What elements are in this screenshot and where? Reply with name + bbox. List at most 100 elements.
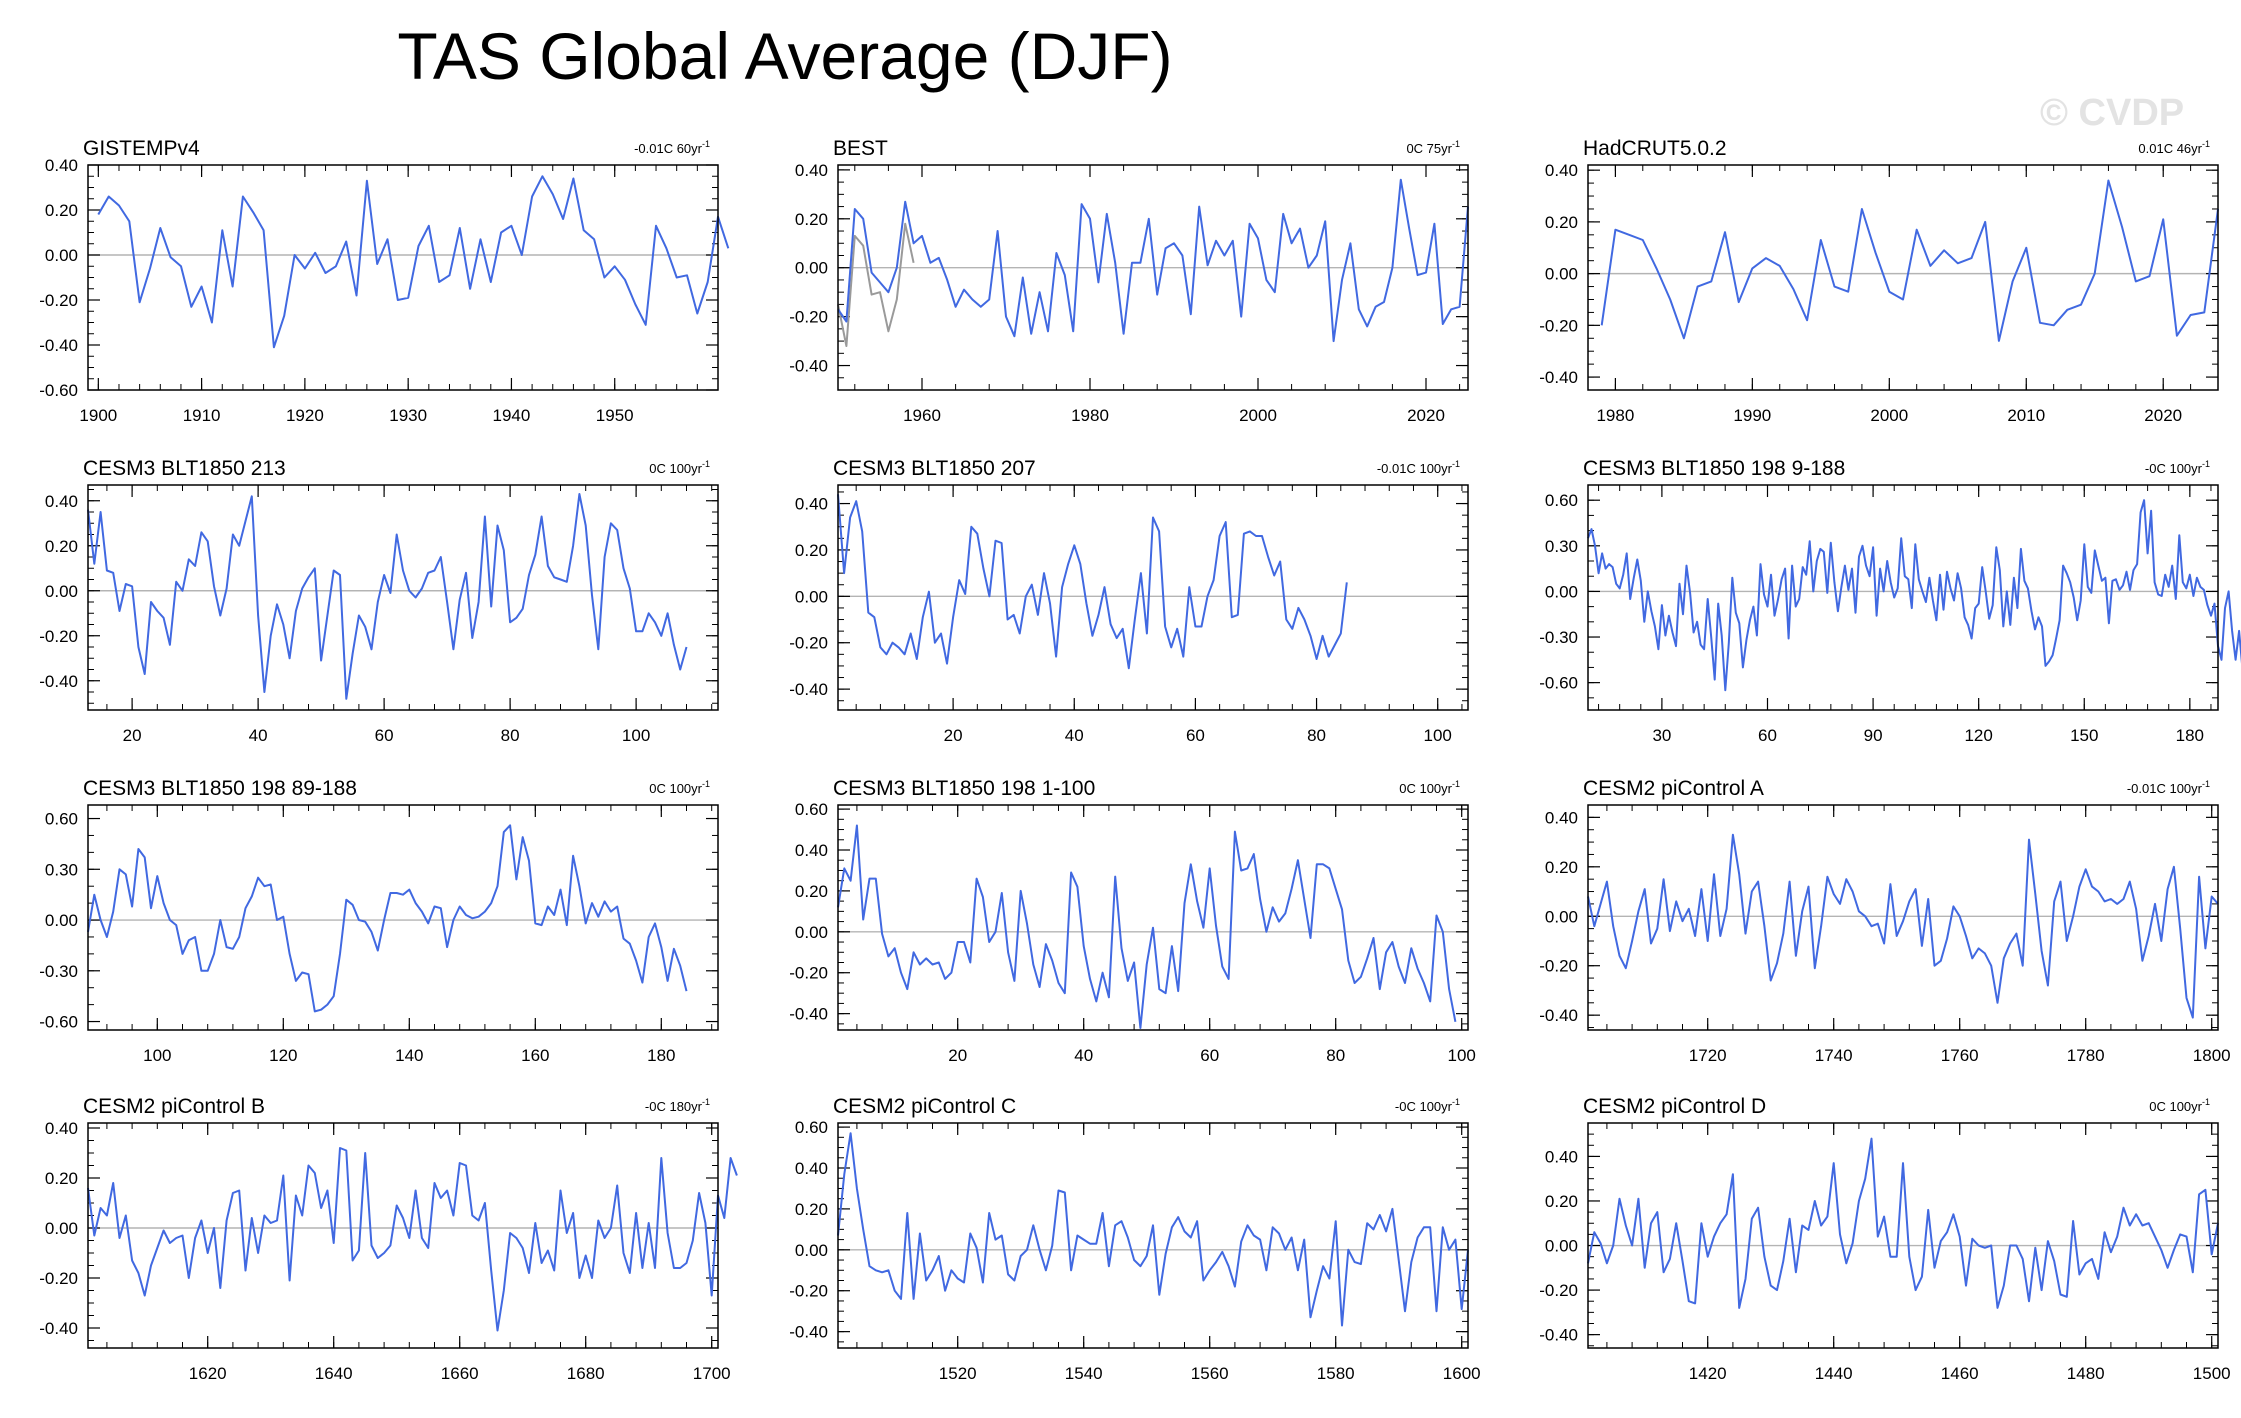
- trend-label: -0C 100yr-1: [2145, 459, 2210, 476]
- y-tick-label: 0.20: [45, 1169, 78, 1188]
- y-tick-label: -0.40: [789, 1005, 828, 1024]
- x-tick-label: 60: [375, 726, 394, 745]
- x-tick-label: 1640: [315, 1364, 353, 1383]
- y-tick-label: 0.30: [1545, 537, 1578, 556]
- x-tick-label: 180: [647, 1046, 675, 1065]
- panel-10: CESM2 piControl B -0C 180yr-1 -0.40 -0.20 0.…: [39, 1095, 738, 1383]
- y-tick-label: 0.20: [1545, 213, 1578, 232]
- y-tick-label: 0.00: [795, 1241, 828, 1260]
- secondary-series-line: [837, 222, 915, 347]
- x-tick-label: 40: [249, 726, 268, 745]
- x-tick-label: 1800: [2193, 1046, 2231, 1065]
- x-tick-label: 1720: [1689, 1046, 1727, 1065]
- x-tick-label: 80: [501, 726, 520, 745]
- trend-value: -0.01C 100yr: [2127, 781, 2203, 796]
- y-tick-label: 0.40: [1545, 161, 1578, 180]
- y-tick-label: 0.40: [1545, 1147, 1578, 1166]
- x-tick-label: 120: [1964, 726, 1992, 745]
- y-tick-label: 0.60: [795, 1118, 828, 1137]
- y-tick-label: 0.20: [795, 882, 828, 901]
- x-tick-label: 1980: [1071, 406, 1109, 425]
- y-tick-label: 0.00: [795, 587, 828, 606]
- y-tick-label: -0.20: [39, 1269, 78, 1288]
- panel-title: CESM3 BLT1850 207: [833, 457, 1036, 480]
- y-tick-label: -0.40: [39, 1319, 78, 1338]
- plot-frame: [837, 1122, 1469, 1349]
- x-tick-label: 1940: [493, 406, 531, 425]
- y-tick-label: 0.00: [1545, 265, 1578, 284]
- panel-5: CESM3 BLT1850 207 -0.01C 100yr-1 -0.40 -0.2…: [789, 457, 1469, 745]
- y-tick-label: 0.60: [1545, 491, 1578, 510]
- x-tick-label: 1620: [189, 1364, 227, 1383]
- plot-frame: [87, 484, 719, 711]
- trend-superscript: -1: [1452, 779, 1460, 789]
- x-tick-label: 1560: [1191, 1364, 1229, 1383]
- x-tick-label: 20: [123, 726, 142, 745]
- trend-superscript: -1: [1452, 459, 1460, 469]
- x-tick-label: 1520: [939, 1364, 977, 1383]
- trend-superscript: -1: [702, 1097, 710, 1107]
- y-tick-label: 0.20: [1545, 858, 1578, 877]
- x-tick-label: 120: [269, 1046, 297, 1065]
- plot-frame: [837, 164, 1469, 391]
- panel-12: CESM2 piControl D 0C 100yr-1 -0.40 -0.20 0.0…: [1539, 1095, 2230, 1383]
- y-tick-label: 0.60: [45, 810, 78, 829]
- x-tick-label: 20: [948, 1046, 967, 1065]
- trend-value: -0C 100yr: [2145, 461, 2203, 476]
- x-tick-label: 1740: [1815, 1046, 1853, 1065]
- trend-value: 0C 100yr: [2149, 1099, 2202, 1114]
- x-tick-label: 100: [143, 1046, 171, 1065]
- x-tick-label: 1760: [1941, 1046, 1979, 1065]
- y-tick-label: -0.20: [1539, 316, 1578, 335]
- x-tick-label: 40: [1074, 1046, 1093, 1065]
- panel-title: BEST: [833, 137, 888, 160]
- x-tick-label: 1580: [1317, 1364, 1355, 1383]
- trend-label: 0C 100yr-1: [2149, 1097, 2210, 1114]
- y-tick-label: 0.40: [795, 1159, 828, 1178]
- trend-label: 0C 100yr-1: [1399, 779, 1460, 796]
- x-tick-label: 1660: [441, 1364, 479, 1383]
- panel-title: CESM3 BLT1850 198 9-188: [1583, 457, 1845, 480]
- y-tick-label: 0.40: [795, 495, 828, 514]
- series-line: [1587, 833, 2219, 1019]
- trend-label: 0C 75yr-1: [1406, 139, 1460, 156]
- panel-8: CESM3 BLT1850 198 1-100 0C 100yr-1 -0.40 -0…: [789, 777, 1476, 1065]
- trend-label: 0C 100yr-1: [649, 459, 710, 476]
- series-line: [837, 494, 1348, 670]
- trend-value: -0C 100yr: [1395, 1099, 1453, 1114]
- trend-superscript: -1: [2202, 779, 2210, 789]
- watermark: © CVDP: [2040, 92, 2185, 134]
- trend-label: -0.01C 60yr-1: [634, 139, 710, 156]
- x-tick-label: 80: [1307, 726, 1326, 745]
- trend-label: -0C 180yr-1: [645, 1097, 710, 1114]
- x-tick-label: 60: [1758, 726, 1777, 745]
- y-tick-label: -0.60: [1539, 674, 1578, 693]
- x-tick-label: 2020: [1407, 406, 1445, 425]
- x-tick-label: 140: [395, 1046, 423, 1065]
- panel-title: CESM2 piControl A: [1583, 777, 1764, 800]
- y-tick-label: -0.40: [789, 680, 828, 699]
- y-tick-label: 0.00: [795, 259, 828, 278]
- x-tick-label: 1440: [1815, 1364, 1853, 1383]
- trend-label: -0.01C 100yr-1: [1377, 459, 1460, 476]
- y-tick-label: -0.20: [39, 291, 78, 310]
- x-tick-label: 1950: [596, 406, 634, 425]
- y-tick-label: 0.40: [795, 841, 828, 860]
- y-tick-label: -0.40: [39, 336, 78, 355]
- y-tick-label: 0.00: [1545, 582, 1578, 601]
- trend-value: 0C 75yr: [1406, 141, 1452, 156]
- x-tick-label: 2000: [1870, 406, 1908, 425]
- x-tick-label: 1540: [1065, 1364, 1103, 1383]
- panel-3: HadCRUT5.0.2 0.01C 46yr-1 -0.40 -0.20 0.00 0.…: [1539, 137, 2219, 425]
- trend-superscript: -1: [2202, 139, 2210, 149]
- y-tick-label: 0.00: [45, 911, 78, 930]
- trend-superscript: -1: [2202, 1097, 2210, 1107]
- x-tick-label: 150: [2070, 726, 2098, 745]
- plot-frame: [87, 804, 719, 1031]
- panel-title: CESM2 piControl D: [1583, 1095, 1766, 1118]
- panel-4: CESM3 BLT1850 213 0C 100yr-1 -0.40 -0.20 0.0…: [39, 457, 719, 745]
- x-tick-label: 1780: [2067, 1046, 2105, 1065]
- panel-title: CESM3 BLT1850 198 1-100: [833, 777, 1095, 800]
- series-line: [1600, 179, 2219, 342]
